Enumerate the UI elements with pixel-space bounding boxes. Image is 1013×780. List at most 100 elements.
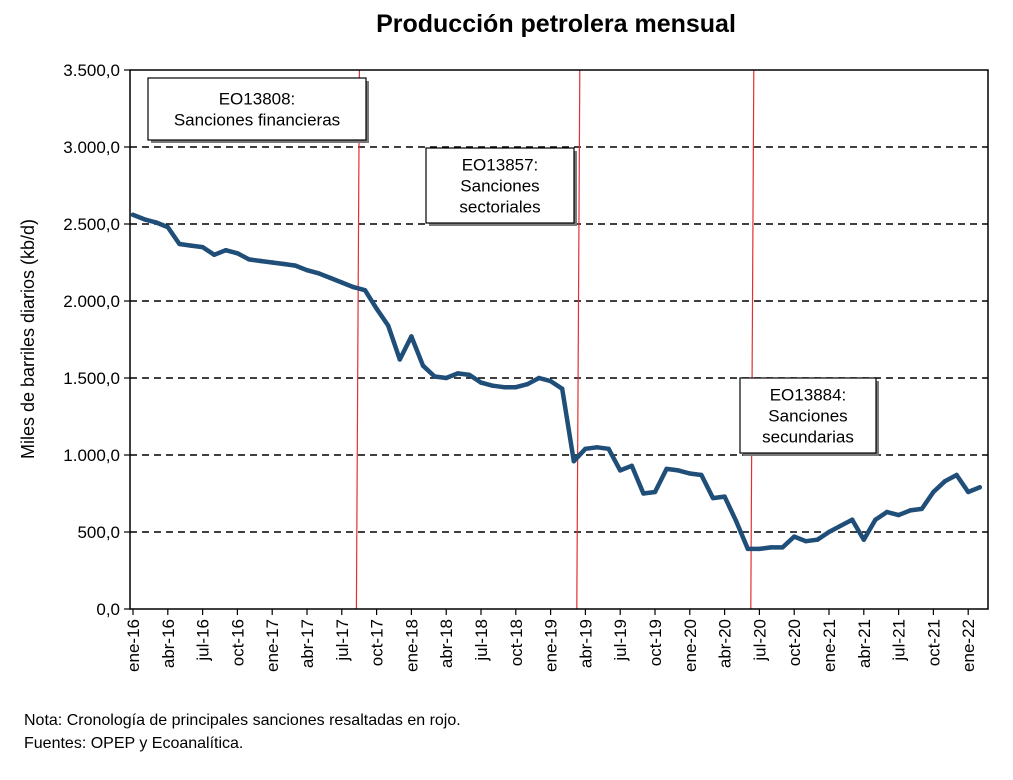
data-point bbox=[618, 468, 623, 473]
x-tick-label: oct-21 bbox=[924, 619, 943, 666]
data-point bbox=[768, 545, 774, 550]
x-tick-label: ene-17 bbox=[263, 619, 282, 672]
data-point bbox=[896, 512, 901, 518]
event-line bbox=[750, 69, 755, 610]
data-point bbox=[966, 489, 971, 495]
x-tick-label: jul-16 bbox=[194, 619, 213, 662]
data-point bbox=[687, 471, 692, 476]
x-tick-label: ene-20 bbox=[681, 619, 700, 672]
data-point bbox=[502, 385, 507, 390]
y-tick-label: 3.500,0 bbox=[63, 61, 120, 80]
event-label-box: EO13884: Sanciones secundarias bbox=[739, 377, 879, 456]
x-tick-label: abr-20 bbox=[716, 619, 735, 668]
x-tick-label: oct-18 bbox=[507, 619, 526, 666]
y-tick-label: 1.500,0 bbox=[63, 369, 120, 388]
data-point bbox=[304, 268, 310, 273]
event-line bbox=[576, 69, 581, 610]
event-label-text: Sanciones bbox=[460, 177, 539, 196]
data-point bbox=[490, 383, 495, 388]
data-point bbox=[223, 248, 228, 253]
y-tick-label: 2.000,0 bbox=[63, 292, 120, 311]
data-point bbox=[676, 468, 681, 473]
data-point bbox=[571, 459, 576, 464]
x-tick-label: jul-19 bbox=[611, 619, 630, 662]
event-lines bbox=[355, 69, 755, 610]
data-point bbox=[455, 371, 460, 376]
data-point bbox=[919, 506, 924, 512]
x-tick-label: abr-19 bbox=[576, 619, 595, 668]
event-label-boxes: EO13808: Sanciones financieras EO13857: San… bbox=[147, 77, 879, 456]
event-label-text: EO13808: bbox=[219, 90, 296, 109]
y-tick-label: 3.000,0 bbox=[63, 138, 120, 157]
data-point bbox=[235, 251, 240, 256]
event-label-text: EO13884: bbox=[770, 386, 847, 405]
data-point bbox=[583, 446, 588, 451]
chart-title: Producción petrolera mensual bbox=[376, 10, 736, 38]
data-point bbox=[815, 537, 820, 542]
data-point bbox=[652, 489, 658, 495]
data-point bbox=[177, 241, 182, 247]
data-point bbox=[420, 363, 426, 368]
x-tick-label: jul-17 bbox=[333, 619, 352, 662]
x-tick-label: oct-20 bbox=[785, 619, 804, 666]
x-axis-ticks: ene-16 abr-16 jul-16 oct-16 ene-17 abr-17 jul-… bbox=[124, 609, 978, 672]
data-point bbox=[560, 386, 565, 391]
data-point bbox=[513, 385, 518, 390]
data-point bbox=[780, 545, 785, 550]
data-point bbox=[154, 220, 159, 225]
data-point bbox=[954, 472, 959, 478]
data-point bbox=[710, 495, 716, 501]
x-tick-label: jul-18 bbox=[472, 619, 491, 662]
data-point bbox=[536, 375, 542, 381]
data-point bbox=[548, 378, 553, 384]
event-label-box: EO13857: Sanciones sectoriales bbox=[425, 147, 577, 226]
data-point bbox=[130, 212, 136, 217]
event-line bbox=[355, 69, 360, 610]
data-point bbox=[873, 517, 878, 522]
data-point bbox=[757, 546, 762, 552]
x-tick-label: abr-17 bbox=[298, 619, 317, 668]
data-point bbox=[942, 479, 948, 484]
data-point bbox=[409, 334, 414, 339]
event-label-text: secundarias bbox=[762, 428, 854, 447]
data-point bbox=[734, 519, 739, 524]
x-tick-label: abr-18 bbox=[437, 619, 456, 668]
data-point bbox=[246, 257, 252, 262]
data-point bbox=[826, 529, 832, 535]
data-point bbox=[594, 445, 600, 450]
data-point bbox=[444, 375, 449, 381]
data-point bbox=[258, 258, 263, 264]
data-point bbox=[200, 244, 205, 250]
x-tick-label: oct-17 bbox=[368, 619, 387, 666]
y-tick-label: 1.000,0 bbox=[63, 446, 120, 465]
data-point bbox=[386, 323, 391, 328]
data-point bbox=[188, 243, 194, 248]
series-group bbox=[130, 212, 983, 552]
data-point bbox=[351, 284, 356, 290]
x-tick-label: oct-16 bbox=[228, 619, 247, 666]
event-box bbox=[147, 77, 367, 141]
data-point bbox=[281, 261, 286, 267]
x-tick-label: abr-16 bbox=[159, 619, 178, 668]
x-tick-label: ene-19 bbox=[542, 619, 561, 672]
event-label-text: EO13857: bbox=[462, 156, 539, 175]
event-box bbox=[739, 377, 877, 454]
data-point bbox=[861, 537, 866, 542]
event-label-text: Sanciones financieras bbox=[174, 111, 340, 130]
event-box bbox=[425, 147, 575, 224]
x-tick-label: ene-22 bbox=[959, 619, 978, 672]
data-point bbox=[722, 494, 727, 499]
x-tick-label: jul-20 bbox=[750, 619, 769, 662]
data-point bbox=[328, 275, 333, 281]
data-point bbox=[908, 508, 913, 513]
event-label-text: Sanciones bbox=[768, 407, 847, 426]
data-point bbox=[374, 306, 379, 311]
data-point bbox=[467, 372, 472, 378]
data-point bbox=[316, 271, 321, 276]
data-point bbox=[432, 374, 437, 379]
data-point bbox=[397, 357, 402, 362]
x-tick-label: jul-21 bbox=[890, 619, 909, 662]
event-label-box: EO13808: Sanciones financieras bbox=[147, 77, 369, 143]
data-point bbox=[606, 446, 611, 451]
